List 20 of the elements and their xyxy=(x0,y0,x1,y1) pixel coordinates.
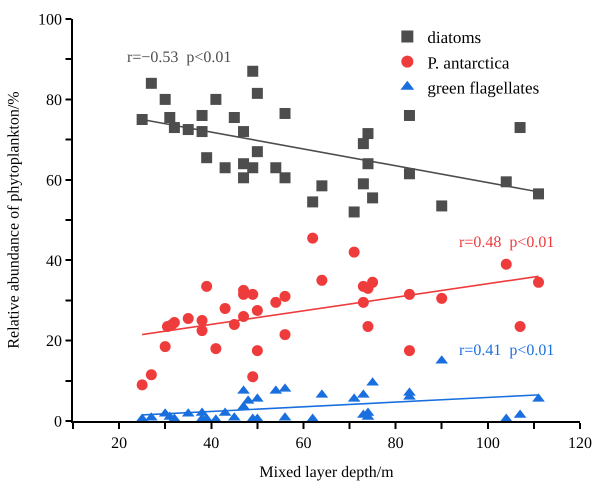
y-tick-label: 20 xyxy=(46,333,62,350)
y-tick-label: 40 xyxy=(46,252,62,270)
annotation: r=0.48 p<0.01 xyxy=(459,234,554,251)
annotation: r=−0.53 p<0.01 xyxy=(127,49,232,66)
x-tick-label: 20 xyxy=(111,434,128,452)
y-tick-label: 0 xyxy=(54,414,62,431)
x-axis-title: Mixed layer depth/m xyxy=(259,464,394,482)
y-tick-label: 80 xyxy=(46,92,62,109)
x-tick-label: 100 xyxy=(476,434,500,452)
y-axis-title: Relative abundance of phytoplankton/% xyxy=(5,91,22,349)
y-tick-label: 60 xyxy=(46,172,62,190)
legend-label: green flagellates xyxy=(427,78,540,98)
x-tick-label: 40 xyxy=(203,434,220,452)
annotation: r=0.41 p<0.01 xyxy=(459,342,554,359)
x-tick-label: 120 xyxy=(568,434,592,452)
legend-label: diatoms xyxy=(427,28,482,48)
x-tick-label: 60 xyxy=(295,434,312,452)
legend-label: P. antarctica xyxy=(427,53,510,72)
x-tick-label: 80 xyxy=(388,434,404,452)
y-tick-label: 100 xyxy=(38,12,62,29)
